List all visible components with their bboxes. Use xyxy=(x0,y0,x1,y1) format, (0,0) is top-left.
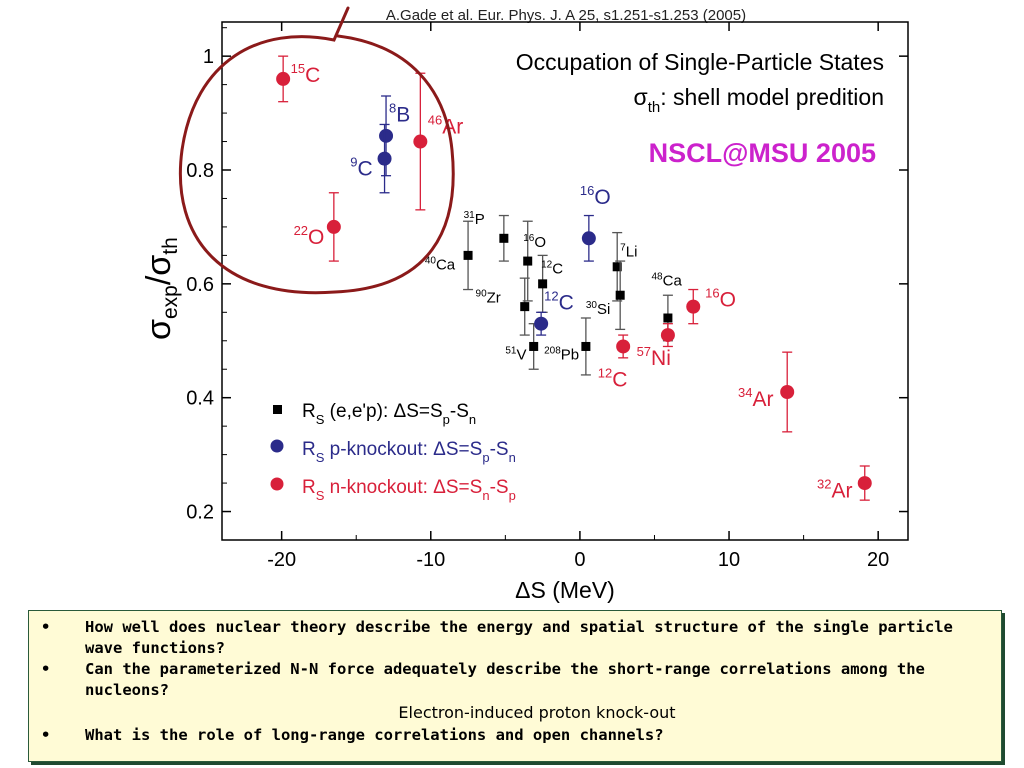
data-point-square xyxy=(538,279,548,289)
point-label: 48Ca xyxy=(651,272,682,290)
lab-label: NSCL@MSU 2005 xyxy=(649,138,876,168)
x-tick-label: 20 xyxy=(867,549,889,571)
x-tick-label: -20 xyxy=(267,549,296,571)
point-label: 51V xyxy=(505,346,526,364)
point-label: 9C xyxy=(350,155,372,181)
point-label: 208Pb xyxy=(544,346,579,364)
data-point-square xyxy=(615,290,625,300)
point-label: 15C xyxy=(291,61,321,87)
bullet-text: Can the parameterized N-N force adequate… xyxy=(85,660,925,699)
data-point-square xyxy=(612,262,622,272)
data-point-circle xyxy=(686,299,701,314)
y-tick-label: 0.4 xyxy=(186,388,214,410)
scatter-chart: A.Gade et al. Eur. Phys. J. A 25, s1.251… xyxy=(140,6,909,603)
x-tick-label: -10 xyxy=(416,549,445,571)
y-tick-label: 0.6 xyxy=(186,274,214,296)
data-point-square xyxy=(520,302,530,312)
data-point-circle xyxy=(534,316,549,331)
x-axis-title: ΔS (MeV) xyxy=(515,577,615,603)
point-label: 90Zr xyxy=(476,289,501,307)
data-point-square xyxy=(523,256,533,266)
y-axis-title: σexp/σth xyxy=(140,237,182,340)
data-point-square xyxy=(463,250,473,260)
y-tick-label: 0.2 xyxy=(186,502,214,524)
bullet-dot: • xyxy=(41,726,51,744)
data-point-square xyxy=(529,341,539,351)
point-label: 57Ni xyxy=(637,344,671,370)
bullet-text: How well does nuclear theory describe th… xyxy=(85,618,953,657)
data-point-circle xyxy=(780,385,795,399)
legend-marker-circle xyxy=(270,477,284,491)
bullet-dot: • xyxy=(41,618,51,636)
chart-title: Occupation of Single-Particle States xyxy=(516,49,884,75)
point-label: 40Ca xyxy=(425,256,456,274)
data-point-circle xyxy=(276,71,291,86)
bullet-dot: • xyxy=(41,660,51,678)
point-label: 8B xyxy=(389,101,410,127)
bullet-item: • Can the parameterized N-N force adequa… xyxy=(37,659,993,701)
data-point-square xyxy=(581,341,591,351)
data-point-circle xyxy=(660,328,675,343)
point-label: 12C xyxy=(541,260,563,278)
legend-marker-circle xyxy=(270,439,284,453)
data-point-circle xyxy=(581,231,596,246)
legend-entry: RS (e,e'p): ΔS=Sp-Sn xyxy=(302,401,476,427)
legend-marker-square xyxy=(273,405,282,414)
point-label: 12C xyxy=(544,288,574,314)
point-label: 32Ar xyxy=(817,476,852,502)
data-point-square xyxy=(499,233,509,243)
plot-frame xyxy=(221,21,909,541)
data-point-circle xyxy=(857,476,872,491)
legend-entry: RS p-knockout: ΔS=Sp-Sn xyxy=(302,439,516,465)
data-point-circle xyxy=(413,134,428,149)
bullet-item: • What is the role of long-range correla… xyxy=(37,725,993,746)
y-tick-label: 0.8 xyxy=(186,160,214,182)
data-point-square xyxy=(663,313,673,323)
point-label: 16O xyxy=(705,286,736,312)
point-label: 16O xyxy=(523,233,546,251)
point-label: 7Li xyxy=(620,243,637,261)
point-label: 34Ar xyxy=(738,385,773,411)
data-point-circle xyxy=(326,219,341,234)
data-point-circle xyxy=(616,339,631,354)
point-label: 12C xyxy=(598,365,628,391)
point-label: 16O xyxy=(580,183,611,209)
data-point-circle xyxy=(377,151,392,166)
questions-box: • How well does nuclear theory describe … xyxy=(28,610,1002,762)
chart-figure: A.Gade et al. Eur. Phys. J. A 25, s1.251… xyxy=(140,6,909,603)
annotation-circle xyxy=(179,6,455,295)
point-label: 30Si xyxy=(586,300,610,318)
bullet-item: • How well does nuclear theory describe … xyxy=(37,617,993,659)
x-tick-label: 0 xyxy=(574,549,585,571)
citation-text: A.Gade et al. Eur. Phys. J. A 25, s1.251… xyxy=(386,7,746,24)
chart-subtitle: σth: shell model predition xyxy=(634,84,884,116)
x-tick-label: 10 xyxy=(718,549,740,571)
data-point-circle xyxy=(379,128,394,143)
point-label: 22O xyxy=(294,223,325,249)
y-tick-label: 1 xyxy=(203,46,214,68)
bullet-text: What is the role of long-range correlati… xyxy=(85,726,664,744)
knockout-note: Electron-induced proton knock-out xyxy=(398,703,676,722)
legend-entry: RS n-knockout: ΔS=Sn-Sp xyxy=(302,477,516,503)
point-label: 31P xyxy=(464,210,485,228)
